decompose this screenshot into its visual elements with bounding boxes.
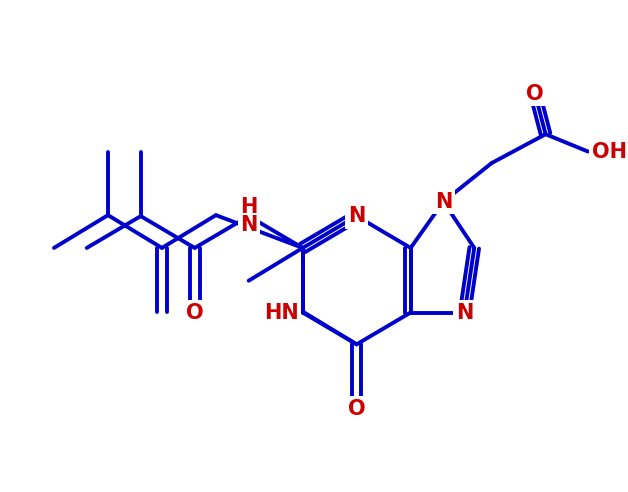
Text: O: O xyxy=(186,303,203,323)
Text: O: O xyxy=(526,84,544,104)
Text: H
N: H N xyxy=(240,197,257,235)
Text: HN: HN xyxy=(264,303,299,323)
Text: OH: OH xyxy=(592,142,627,161)
Text: O: O xyxy=(348,399,365,419)
Text: N: N xyxy=(435,192,452,212)
Text: N: N xyxy=(348,206,365,226)
Text: N: N xyxy=(456,303,474,323)
